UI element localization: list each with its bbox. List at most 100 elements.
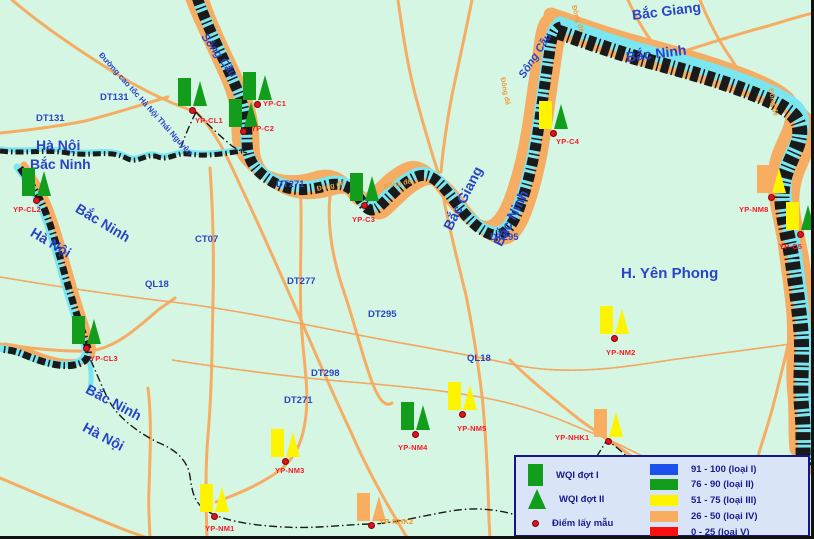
station-bar-wqi-round1 (178, 78, 191, 106)
station-triangle-wqi-round2 (615, 309, 629, 334)
station-triangle-wqi-round2 (87, 319, 101, 344)
station-triangle-wqi-round2 (286, 432, 300, 457)
station-label: YP-NM1 (205, 524, 235, 533)
road-label: CT07 (195, 234, 219, 245)
river-label: Sông Cầu (198, 31, 240, 80)
road-label: DT131 (100, 92, 129, 103)
legend-symbol-label: WQI đợt II (559, 493, 605, 505)
legend-symbol-label: Điểm lấy mẫu (552, 517, 614, 529)
road-bottomleft-2 (0, 476, 152, 539)
region-label: Hà Nội (27, 224, 75, 261)
station-bar-wqi-round1 (757, 165, 770, 193)
station-sample-point (459, 411, 466, 418)
station-label: YP-C5 (779, 242, 803, 251)
station-sample-point (412, 431, 419, 438)
map-frame-right (811, 0, 814, 539)
station-bar-wqi-round1 (22, 168, 35, 196)
legend-class-swatch (650, 495, 678, 507)
region-label: Bắc Giang (631, 0, 702, 23)
road-label: DT271 (276, 179, 305, 190)
road-label: DT277 (287, 276, 316, 287)
dike-road-label: Đông đê (316, 180, 346, 193)
station-triangle-wqi-round2 (37, 171, 51, 196)
station-label: YP-NM5 (457, 424, 487, 433)
station-bar-wqi-round1 (448, 382, 461, 410)
station-triangle-wqi-round2 (772, 168, 786, 193)
region-label: Bắc Ninh (83, 380, 145, 424)
region-label: Bắc Ninh (30, 156, 91, 172)
road-dt271 (214, 176, 309, 504)
station-triangle-wqi-round2 (463, 385, 477, 410)
road-label: QL18 (145, 279, 169, 290)
station-sample-point (605, 438, 612, 445)
road-topright-3 (660, 11, 814, 60)
road-dt295-north (396, 0, 442, 180)
station-bar-wqi-round1 (594, 409, 607, 437)
legend-bar-icon (528, 464, 543, 486)
station-triangle-wqi-round2 (193, 81, 207, 106)
dike-road-label: Đông đê (383, 178, 413, 191)
legend-class-label: 76 - 90 (loại II) (691, 479, 754, 491)
station-bar-wqi-round1 (200, 484, 213, 512)
boundary-cl1-a (195, 111, 248, 154)
legend-symbol-row: WQI đợt II (528, 487, 604, 511)
road-label: DT295 (368, 309, 397, 320)
station-sample-point (361, 202, 368, 209)
road-highway-hanoi-thainguyen (10, 0, 410, 539)
road-label: QL18 (467, 353, 491, 364)
station-label: YP-NM8 (739, 205, 769, 214)
legend: WQI đợt I WQI đợt II Điểm lấy mẫu 91 - 100… (514, 455, 810, 539)
boundary-cl1-b (179, 111, 197, 151)
station-label: YP-C3 (352, 215, 376, 224)
station-bar-wqi-round1 (600, 306, 613, 334)
station-sample-point (211, 513, 218, 520)
road-dt277 (327, 194, 394, 406)
station-sample-point (611, 335, 618, 342)
station-label: YP-NHK2 (379, 517, 414, 526)
legend-class-label: 51 - 75 (loại III) (691, 495, 757, 507)
station-label: YP-C4 (556, 137, 580, 146)
station-bar-wqi-round1 (357, 493, 370, 521)
station-label: YP-NM4 (398, 443, 428, 452)
legend-class-label: 0 - 25 (loại V) (691, 526, 750, 538)
station-sample-point (550, 130, 557, 137)
road-label: DT295 (490, 232, 519, 243)
legend-sample-dot-icon (532, 519, 539, 527)
legend-symbol-row: WQI đợt I (528, 463, 599, 487)
legend-class-row: 51 - 75 (loại III) (650, 494, 756, 508)
station-bar-wqi-round1 (271, 429, 284, 457)
station-sample-point (797, 231, 804, 238)
station-label: YP-NM3 (275, 466, 305, 475)
road-right-south (755, 298, 799, 462)
region-label: Bắc Giang (439, 163, 486, 233)
road-dt131 (0, 95, 170, 135)
legend-class-swatch (650, 463, 678, 475)
station-bar-wqi-round1 (243, 72, 256, 100)
station-triangle-wqi-round2 (372, 496, 386, 521)
region-label: Bắc Ninh (72, 200, 134, 246)
station-sample-point (83, 345, 90, 352)
dike-road-label: Đông đê (498, 76, 511, 106)
station-sample-point (240, 128, 247, 135)
station-bar-wqi-round1 (229, 99, 242, 127)
region-label: Hà Nội (80, 418, 127, 454)
legend-class-swatch (650, 479, 678, 491)
station-triangle-wqi-round2 (244, 102, 258, 127)
station-triangle-wqi-round2 (365, 176, 379, 201)
legend-class-row: 91 - 100 (loại I) (650, 462, 756, 476)
legend-class-swatch (650, 510, 678, 522)
station-bar-wqi-round1 (72, 316, 85, 344)
legend-symbol-label: WQI đợt I (556, 469, 599, 481)
region-label: Hà Nội (36, 137, 81, 153)
station-sample-point (768, 194, 775, 201)
legend-class-label: 91 - 100 (loại I) (691, 463, 757, 475)
station-triangle-wqi-round2 (554, 104, 568, 129)
station-bar-wqi-round1 (786, 202, 799, 230)
legend-triangle-icon (528, 489, 546, 509)
station-label: YP-CL3 (90, 354, 118, 363)
road-label: DT298 (311, 368, 340, 379)
legend-class-row: 0 - 25 (loại V) (650, 525, 750, 539)
